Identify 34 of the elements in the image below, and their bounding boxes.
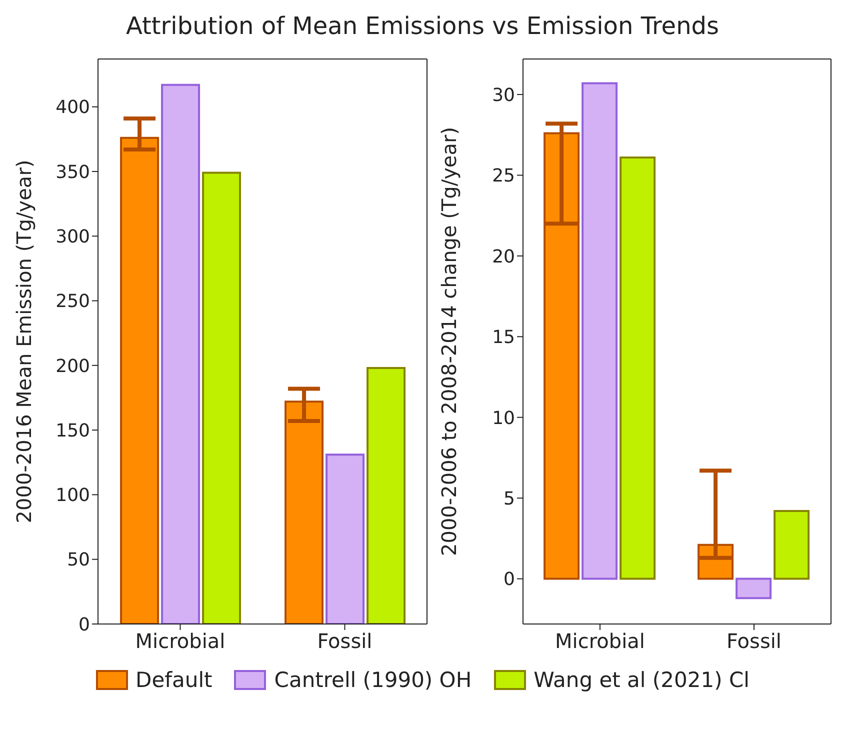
- y-tick-label: 0: [504, 569, 515, 590]
- y-tick-label: 150: [56, 420, 90, 442]
- y-axis-title: 2000-2006 to 2008-2014 change (Tg/year): [437, 126, 462, 556]
- y-tick-label: 10: [492, 408, 515, 429]
- y-tick-label: 250: [56, 291, 90, 312]
- y-axis-title: 2000-2016 Mean Emission (Tg/year): [12, 160, 36, 524]
- x-tick-label: Fossil: [726, 629, 782, 654]
- y-tick-label: 50: [67, 550, 90, 571]
- y-tick-label: 400: [56, 97, 90, 118]
- x-tick-label: Microbial: [555, 629, 645, 654]
- bar: [620, 156, 656, 580]
- legend-label: Wang et al (2021) Cl: [534, 668, 750, 692]
- chart-title: Attribution of Mean Emissions vs Emission Trends: [124, 11, 720, 42]
- bar: [774, 510, 810, 580]
- bar: [366, 367, 406, 624]
- legend-label: Default: [136, 668, 212, 692]
- bar: [161, 84, 200, 624]
- bar: [202, 172, 242, 624]
- y-tick-label: 5: [504, 488, 515, 510]
- y-tick-label: 25: [492, 166, 515, 187]
- y-tick-label: 200: [56, 356, 90, 377]
- bar: [736, 578, 772, 600]
- y-tick-label: 300: [56, 226, 90, 248]
- y-tick-label: 15: [492, 327, 515, 348]
- y-tick-label: 20: [492, 246, 515, 268]
- y-tick-label: 0: [78, 614, 90, 636]
- y-tick-label: 100: [56, 485, 90, 506]
- y-tick-label: 350: [56, 162, 90, 183]
- legend-label: Cantrell (1990) OH: [274, 668, 472, 692]
- y-tick-label: 30: [492, 84, 515, 106]
- x-tick-label: Microbial: [135, 629, 226, 654]
- x-tick-label: Fossil: [317, 629, 372, 654]
- bar: [582, 82, 618, 580]
- bar: [326, 454, 365, 624]
